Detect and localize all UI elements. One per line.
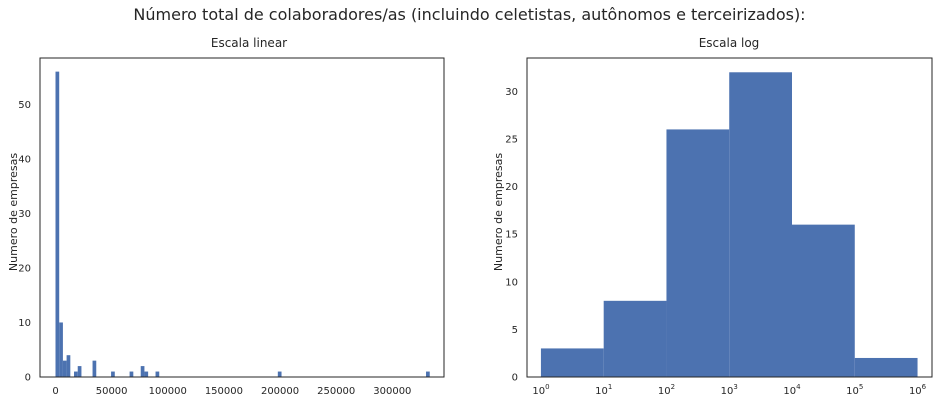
linear-x-tick-label: 200000 (261, 386, 299, 397)
linear-x-ticks: 0 50000 100000 150000 200000 250000 300000 (52, 386, 411, 397)
linear-y-tick-label: 50 (18, 100, 31, 111)
linear-bars (55, 71, 430, 377)
log-x-tick-label: 105 (846, 383, 863, 397)
linear-histogram-bar (66, 355, 71, 377)
log-histogram-bar (792, 224, 855, 377)
linear-y-axis-label: Numero de empresas (7, 153, 20, 271)
linear-histogram-bar (111, 371, 115, 377)
log-x-tick-label: 106 (909, 383, 927, 397)
log-x-tick-label: 104 (783, 383, 801, 397)
linear-histogram-bar (62, 360, 67, 377)
linear-histogram-panel: Escala linear Numero de empresas 0 50000 1… (7, 36, 445, 397)
linear-histogram-bar (59, 322, 63, 377)
log-x-tick-label: 100 (532, 383, 549, 397)
linear-histogram-bar (140, 366, 145, 377)
linear-axes-title: Escala linear (211, 36, 287, 50)
linear-x-tick-label: 0 (52, 386, 58, 397)
log-x-tick-label: 102 (658, 383, 675, 397)
linear-histogram-bar (144, 371, 149, 377)
linear-x-tick-label: 50000 (96, 386, 128, 397)
log-y-tick-label: 5 (512, 325, 518, 336)
log-y-ticks: 0 5 10 15 20 25 30 (505, 87, 518, 384)
linear-x-tick-label: 150000 (205, 386, 243, 397)
log-histogram-bar (729, 72, 792, 377)
log-y-axis-label: Numero de empresas (492, 153, 505, 271)
log-y-tick-label: 25 (505, 134, 518, 145)
log-y-tick-label: 10 (505, 277, 518, 288)
log-x-tick-label: 101 (595, 383, 612, 397)
log-y-tick-label: 30 (505, 87, 518, 98)
linear-x-tick-label: 100000 (149, 386, 187, 397)
linear-y-tick-label: 30 (18, 209, 31, 220)
linear-histogram-bar (55, 71, 60, 377)
log-histogram-bar (540, 348, 604, 377)
linear-histogram-bar (129, 371, 134, 377)
linear-y-ticks: 0 10 20 30 40 50 (18, 100, 31, 384)
linear-y-tick-label: 0 (25, 373, 31, 384)
log-x-tick-label: 103 (721, 383, 738, 397)
log-axes-title: Escala log (699, 36, 760, 50)
log-histogram-bar (603, 300, 667, 377)
log-histogram-panel: Escala log Numero de empresas 100 101 102 1… (492, 36, 933, 397)
linear-x-tick-label: 300000 (373, 386, 411, 397)
linear-histogram-bar (74, 371, 78, 377)
log-y-tick-label: 20 (505, 182, 518, 193)
figure-title: Número total de colaboradores/as (inclui… (133, 5, 806, 24)
linear-histogram-bar (277, 371, 282, 377)
linear-histogram-bar (426, 371, 430, 377)
log-y-tick-label: 15 (505, 230, 518, 241)
log-y-tick-label: 0 (512, 373, 518, 384)
log-x-ticks: 100 101 102 103 104 105 106 (532, 383, 926, 397)
linear-y-tick-label: 10 (18, 318, 31, 329)
linear-histogram-bar (155, 371, 160, 377)
linear-y-tick-label: 40 (18, 154, 31, 165)
log-histogram-bar (854, 357, 918, 377)
log-bars (540, 72, 918, 377)
log-axes-frame (526, 57, 933, 378)
linear-axes-frame (39, 57, 445, 378)
log-histogram-bar (666, 129, 730, 377)
linear-y-tick-label: 20 (18, 263, 31, 274)
linear-x-tick-label: 250000 (317, 386, 355, 397)
linear-histogram-bar (77, 366, 82, 377)
linear-histogram-bar (92, 360, 97, 377)
